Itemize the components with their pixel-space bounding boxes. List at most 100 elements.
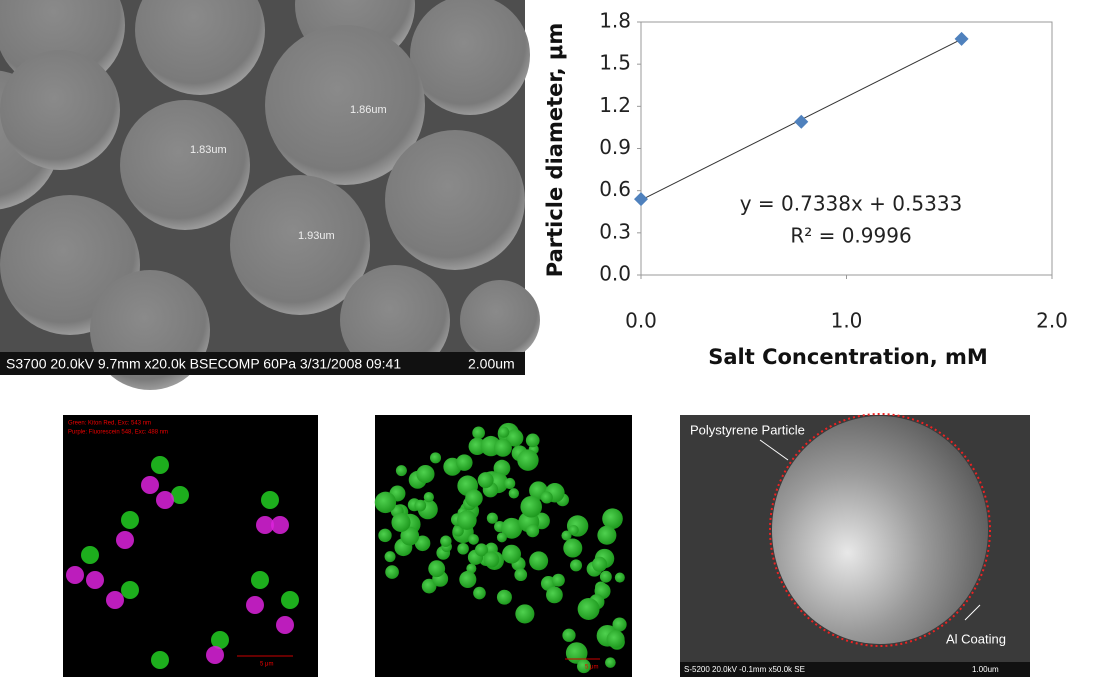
bead — [456, 454, 473, 471]
x-tick-label: 1.0 — [831, 309, 863, 333]
x-axis-title: Salt Concentration, mM — [708, 345, 988, 369]
image-legend: Purple: Fluorescein 548, Exc: 488 nm — [68, 430, 168, 436]
bead — [498, 426, 510, 438]
blob — [281, 591, 299, 609]
bead — [486, 512, 498, 524]
bead — [561, 530, 572, 541]
bead — [504, 477, 516, 490]
bead — [529, 551, 549, 571]
blob — [81, 546, 99, 564]
bead — [414, 535, 431, 552]
bead — [514, 568, 528, 582]
scale-label: 5 μm — [585, 665, 598, 671]
bead — [508, 488, 520, 499]
trendline-r2: R² = 0.9996 — [790, 224, 911, 248]
bead — [551, 573, 565, 587]
bead — [421, 578, 437, 594]
image-background — [63, 415, 318, 677]
y-axis-title: Particle diameter, μm — [543, 23, 567, 278]
bead — [612, 617, 627, 632]
sphere — [340, 265, 450, 375]
y-tick-label: 0.9 — [599, 135, 631, 159]
bead — [577, 659, 591, 674]
sphere — [135, 0, 265, 95]
bead — [378, 528, 392, 543]
bead — [385, 565, 399, 579]
bead — [457, 510, 477, 530]
bead — [452, 525, 464, 537]
trendline-equation: y = 0.7338x + 0.5333 — [740, 192, 963, 216]
y-tick-label: 1.2 — [599, 93, 631, 117]
blob — [206, 646, 224, 664]
blob — [121, 511, 139, 529]
bead — [423, 492, 434, 503]
bead — [540, 491, 553, 504]
bead — [472, 426, 485, 440]
bead — [592, 556, 608, 572]
bead — [501, 517, 523, 539]
bead — [473, 586, 486, 600]
bead — [391, 512, 411, 532]
sphere — [460, 280, 540, 360]
sphere — [0, 50, 120, 170]
bead — [563, 538, 583, 558]
bead — [493, 438, 512, 457]
y-tick-label: 0.3 — [599, 219, 631, 243]
bead — [565, 642, 588, 664]
bead — [395, 465, 407, 477]
data-point — [954, 31, 969, 46]
sphere — [385, 130, 525, 270]
bead — [605, 657, 616, 668]
blob — [151, 456, 169, 474]
bead — [562, 628, 576, 642]
particle — [772, 416, 988, 644]
y-tick-label: 1.8 — [599, 9, 631, 33]
bead — [597, 525, 617, 545]
bead — [474, 543, 488, 557]
scale-label: 5 μm — [260, 662, 273, 668]
bead — [468, 437, 486, 455]
bead — [459, 570, 477, 589]
bead — [502, 544, 522, 564]
bead — [546, 586, 563, 604]
bead — [602, 508, 623, 529]
bead — [465, 489, 483, 507]
bead — [599, 570, 612, 583]
sphere — [410, 0, 530, 115]
sphere — [120, 100, 250, 230]
bead — [568, 524, 579, 536]
bead — [614, 572, 625, 583]
bead — [526, 524, 540, 538]
bead — [525, 433, 540, 448]
blob — [261, 491, 279, 509]
bead — [496, 532, 507, 543]
bead — [577, 598, 600, 620]
x-tick-label: 2.0 — [1036, 309, 1068, 333]
blob — [86, 571, 104, 589]
blob — [211, 631, 229, 649]
outline — [769, 413, 991, 647]
blob — [106, 591, 124, 609]
measurement: 1.93um — [298, 230, 335, 242]
x-tick-label: 0.0 — [625, 309, 657, 333]
bead — [496, 589, 512, 605]
arrow — [964, 604, 981, 621]
blob — [251, 571, 269, 589]
blob — [66, 566, 84, 584]
blob — [121, 581, 139, 599]
data-point — [634, 192, 648, 207]
bead — [515, 604, 535, 624]
sem-image — [0, 0, 540, 390]
bead — [505, 429, 524, 447]
info-bar — [680, 662, 1030, 677]
annotation: Polystyrene Particle — [690, 422, 805, 437]
blob — [271, 516, 289, 534]
bead — [414, 499, 427, 512]
bead — [520, 495, 542, 518]
arrow — [759, 439, 789, 461]
info-bar — [0, 352, 525, 375]
y-tick-label: 1.5 — [599, 51, 631, 75]
blob — [116, 531, 134, 549]
blob — [171, 486, 189, 504]
